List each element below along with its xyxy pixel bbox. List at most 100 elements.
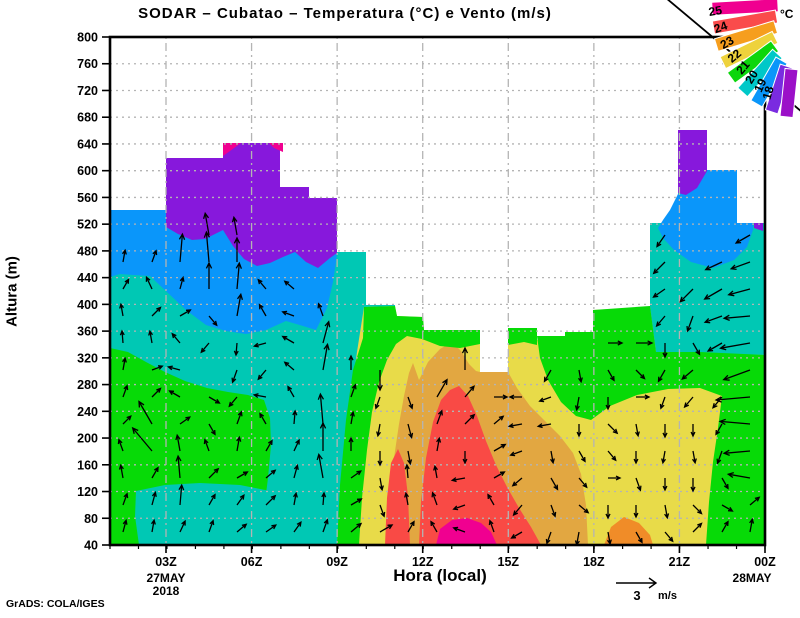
wind-arrow — [510, 531, 523, 539]
wind-arrow — [607, 423, 619, 435]
wind-arrow — [322, 518, 329, 533]
wind-arrow — [404, 491, 410, 506]
region-magenta-sliver-1 — [223, 143, 241, 156]
wind-arrow — [148, 329, 154, 344]
wind-arrow — [322, 342, 330, 371]
wind-arrow — [749, 496, 761, 506]
wind-arrow — [545, 531, 552, 545]
wind-arrow — [692, 504, 703, 515]
wind-arrow — [150, 518, 156, 533]
wind-arrow — [208, 467, 220, 479]
wind-arrow — [681, 369, 694, 380]
y-tick-label: 280 — [77, 378, 98, 392]
wind-arrow — [179, 519, 186, 533]
wind-arrow — [722, 369, 751, 381]
wind-arrow — [281, 310, 295, 317]
wind-arrow — [716, 450, 723, 465]
wind-arrow — [605, 397, 611, 411]
wind-arrow — [712, 396, 723, 409]
region-purple-upper-right — [678, 130, 707, 195]
y-tick-label: 600 — [77, 164, 98, 178]
wind-arrow — [317, 302, 324, 317]
wind-arrow — [200, 342, 210, 354]
wind-arrow — [407, 396, 414, 410]
wind-arrow — [178, 483, 185, 506]
wind-arrow — [636, 394, 651, 400]
wind-arrow — [664, 504, 670, 520]
wind-arrow — [607, 450, 617, 462]
y-tick-label: 520 — [77, 218, 98, 232]
wind-arrow — [121, 248, 127, 263]
wind-arrow — [151, 249, 158, 263]
wind-arrow — [718, 418, 751, 426]
wind-arrow — [493, 471, 506, 479]
wind-arrow — [578, 477, 588, 489]
wind-arrow — [488, 519, 495, 533]
legend-unit-label: °C — [780, 7, 794, 21]
fan-label-24: 24 — [712, 18, 730, 36]
wind-arrow — [608, 475, 622, 481]
wind-arrow — [729, 261, 751, 271]
fan-wedge-above-25 — [711, 0, 779, 16]
wind-arrow — [151, 490, 157, 506]
wind-arrow — [203, 438, 210, 452]
x-tick-label: 21Z — [669, 555, 691, 569]
wind-arrow — [690, 478, 696, 493]
wind-arrow — [377, 370, 383, 392]
region-magenta-hot-spot — [436, 518, 497, 545]
wind-arrow — [605, 505, 611, 520]
wind-arrow — [233, 342, 239, 357]
wind-arrow — [450, 477, 466, 483]
wind-arrow — [664, 531, 674, 543]
y-tick-label: 160 — [77, 458, 98, 472]
wind-arrow — [122, 492, 129, 506]
wind-arrow — [721, 477, 729, 490]
wind-arrow — [452, 504, 466, 511]
wind-arrow — [236, 523, 248, 533]
wind-arrow — [635, 477, 642, 492]
wind-arrow — [407, 423, 414, 439]
wind-arrow — [509, 450, 523, 457]
wind-arrow — [461, 346, 469, 370]
y-tick-label: 360 — [77, 325, 98, 339]
wind-arrow — [703, 288, 723, 300]
wind-arrow — [208, 396, 221, 404]
wind-arrow — [350, 470, 362, 479]
wind-scale-arrow — [616, 577, 658, 589]
wind-arrow — [577, 369, 583, 384]
wind-arrow — [257, 369, 267, 381]
region-red-main — [419, 386, 541, 545]
wind-arrow — [202, 211, 210, 236]
wind-arrow — [508, 394, 522, 400]
wind-arrow — [348, 354, 354, 370]
wind-arrow — [726, 471, 751, 479]
region-purple-sliver-right-edge — [754, 223, 763, 231]
wind-arrow — [322, 320, 331, 344]
wind-arrow — [607, 369, 615, 382]
chart-title: SODAR – Cubatao – Temperatura (°C) e Ven… — [138, 5, 552, 22]
wind-arrow — [659, 396, 666, 410]
temperature-fill-regions — [110, 130, 765, 545]
region-blue-upper-left — [110, 210, 337, 334]
wind-arrow — [464, 413, 476, 425]
region-teal-pocket-bottom — [135, 483, 334, 545]
wind-arrow — [117, 438, 124, 452]
wind-arrow — [430, 520, 438, 533]
wind-arrow — [252, 393, 267, 399]
wind-arrow — [691, 450, 697, 465]
wind-arrow — [657, 369, 666, 383]
wind-arrow — [550, 477, 559, 491]
fan-label-23: 23 — [718, 33, 737, 52]
wind-arrow — [578, 504, 590, 514]
wind-arrow — [436, 409, 443, 425]
wind-arrow — [379, 524, 394, 533]
y-tick-label: 560 — [77, 191, 98, 205]
y-axis-label: Altura (m) — [3, 256, 21, 327]
wind-arrow — [574, 396, 580, 412]
wind-arrow — [151, 306, 162, 317]
wind-arrow — [512, 504, 523, 517]
wind-arrow — [281, 335, 295, 344]
